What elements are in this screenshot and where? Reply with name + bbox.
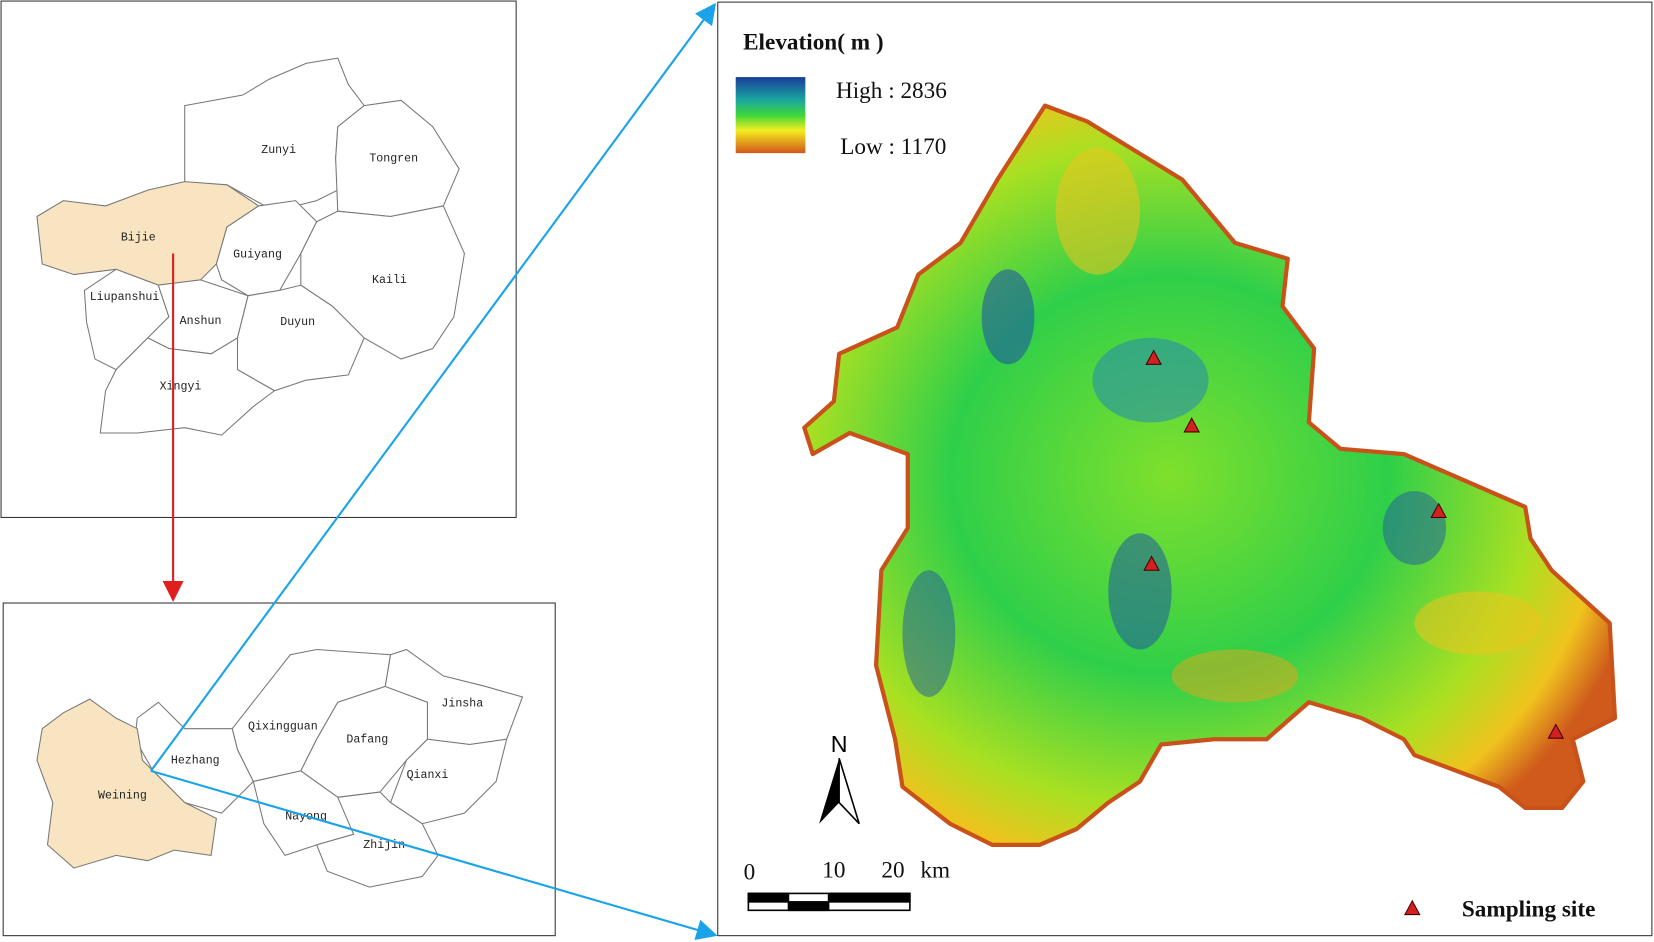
elevation-raster [802,103,1618,847]
region-label: Dafang [346,733,388,746]
region-label: Xingyi [160,381,202,394]
region-label: Kaili [372,274,407,287]
region [99,337,276,436]
overview-labels: Zunyi Tongren Bijie Guiyang Kaili Liupan… [90,144,418,394]
sampling-site [1547,723,1565,739]
legend-high: High : 2836 [836,78,947,104]
scale-label: km [920,858,950,884]
scale-label: 10 [822,858,845,884]
sampling-sites [1143,349,1565,739]
region-label: Liupanshui [90,291,160,304]
region-label: Jinsha [441,697,483,710]
legend-low: Low : 1170 [840,134,946,160]
scale-label: 0 [744,860,756,886]
zoom-arrow [150,2,717,772]
sampling-site [1430,502,1447,518]
zoom-arrow [150,769,718,941]
region-label: Qianxi [407,769,449,782]
region-label: Zhijin [363,839,405,852]
region-label: Zunyi [261,144,296,157]
sampling-site [1145,349,1162,365]
region [215,200,318,297]
county-regions [36,648,524,888]
region-label: Anshun [180,315,222,328]
region-label: Bijie [121,232,156,245]
county-panel [2,602,556,937]
region [315,791,439,888]
elevation-ramp [735,77,806,154]
legend-title: Elevation( m ) [743,30,884,56]
region [389,738,508,825]
sampling-site [1143,555,1160,571]
region-label: Guiyang [233,249,282,262]
region [36,698,217,869]
overview-regions [36,57,465,436]
scale-label: 20 [881,858,904,884]
region-label: Duyun [280,316,315,329]
region-label: Hezhang [171,754,220,767]
sampling-site [1183,417,1200,433]
terrain [802,103,1618,847]
region-label: Qixingguan [248,721,318,734]
north-label: N [831,731,848,757]
region-label: Weining [98,789,147,802]
legend-sampling: Sampling site [1462,897,1595,923]
legend-symbol [1404,899,1421,916]
scale-bar [747,892,911,912]
region-label: Tongren [369,152,418,165]
elevation-panel [717,1,1653,937]
overview-panel [0,0,517,518]
north-arrow [819,758,860,825]
